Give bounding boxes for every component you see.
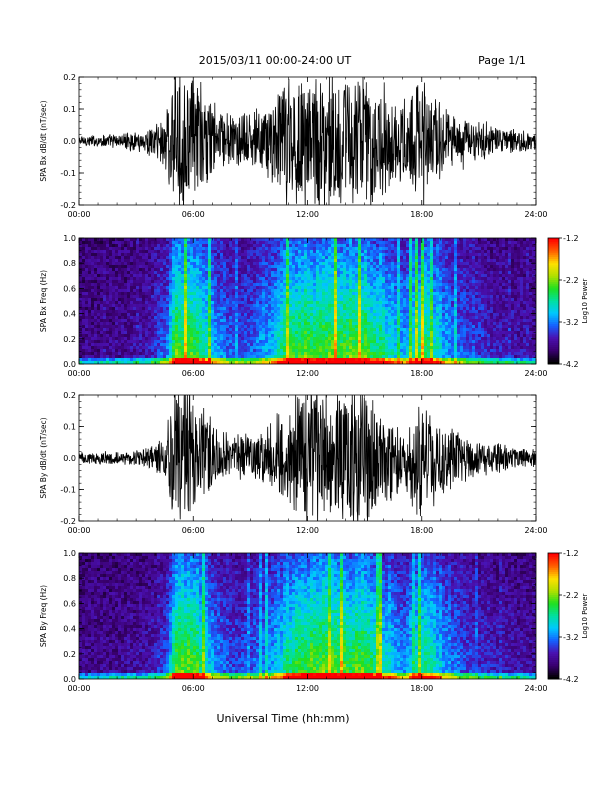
- y-tick-label: -0.1: [60, 486, 76, 495]
- x-tick-label: 18:00: [410, 684, 433, 693]
- y-axis-label: SPA Bx dB/dt (nT/sec): [39, 100, 48, 181]
- y-tick-label: 0.1: [63, 105, 76, 114]
- series-line: [79, 395, 536, 521]
- y-axis-label: SPA By Freq (Hz): [39, 585, 48, 647]
- panel-4: -1.2 -2.2 -3.2 -4.2 Log10 Power 1.0 0.8 0.6 0.4 0…: [39, 549, 589, 693]
- y-tick-label: 0.8: [63, 259, 76, 268]
- y-tick-label: -0.2: [60, 517, 76, 526]
- x-tick-label: 24:00: [524, 526, 547, 535]
- x-tick-label: 24:00: [524, 369, 547, 378]
- x-tick-label: 00:00: [67, 684, 90, 693]
- panel-1: 0.2 0.1 0.0 -0.1 -0.200:00 06:00 12:00 18:00 24:…: [39, 73, 548, 219]
- heatmap-cells: [79, 553, 536, 679]
- colorbar-tick-label: -2.2: [563, 591, 579, 600]
- colorbar-tick-label: -4.2: [563, 360, 579, 369]
- y-tick-label: 0.8: [63, 574, 76, 583]
- y-tick-label: 0.4: [63, 310, 76, 319]
- y-tick-label: 0.0: [63, 137, 76, 146]
- y-tick-label: 0.4: [63, 625, 76, 634]
- x-tick-label: 00:00: [67, 526, 90, 535]
- colorbar-tick-label: -3.2: [563, 633, 579, 642]
- y-tick-label: 0.2: [63, 73, 76, 82]
- x-tick-label: 12:00: [296, 210, 319, 219]
- colorbar-tick-label: -2.2: [563, 276, 579, 285]
- x-tick-label: 00:00: [67, 369, 90, 378]
- x-tick-label: 06:00: [182, 526, 205, 535]
- x-tick-label: 00:00: [67, 210, 90, 219]
- colorbar: -1.2 -2.2 -3.2 -4.2 Log10 Power: [547, 234, 589, 369]
- y-tick-label: 0.1: [63, 423, 76, 432]
- y-tick-label: 0.6: [63, 284, 76, 293]
- y-axis-label: SPA Bx Freq (Hz): [39, 270, 48, 332]
- colorbar-tick-label: -3.2: [563, 318, 579, 327]
- x-tick-label: 06:00: [182, 684, 205, 693]
- y-tick-label: 0.0: [63, 454, 76, 463]
- panel-2: -1.2 -2.2 -3.2 -4.2 Log10 Power 1.0 0.8 0.6 0.4 0…: [39, 234, 589, 378]
- colorbar: -1.2 -2.2 -3.2 -4.2 Log10 Power: [547, 549, 589, 684]
- figure-title: 2015/03/11 00:00-24:00 UT: [199, 54, 352, 67]
- x-tick-label: 24:00: [524, 684, 547, 693]
- y-tick-label: -0.1: [60, 169, 76, 178]
- colorbar-label: Log10 Power: [581, 278, 589, 323]
- x-tick-label: 06:00: [182, 369, 205, 378]
- colorbar-tick-label: -1.2: [563, 549, 579, 558]
- y-axis-label: SPA By dB/dt (nT/sec): [39, 417, 48, 498]
- heatmap-cells: [79, 238, 536, 364]
- x-axis-title: Universal Time (hh:mm): [217, 712, 350, 725]
- series-line: [79, 77, 536, 205]
- panel-3: 0.2 0.1 0.0 -0.1 -0.200:00 06:00 12:00 18:00 24:…: [39, 391, 548, 535]
- page-indicator: Page 1/1: [478, 54, 526, 67]
- x-tick-label: 12:00: [296, 684, 319, 693]
- x-tick-label: 18:00: [410, 210, 433, 219]
- y-tick-label: 1.0: [63, 234, 76, 243]
- y-tick-label: 0.2: [63, 335, 76, 344]
- x-tick-label: 06:00: [182, 210, 205, 219]
- y-tick-label: 1.0: [63, 549, 76, 558]
- x-tick-label: 24:00: [524, 210, 547, 219]
- x-tick-label: 18:00: [410, 526, 433, 535]
- y-tick-label: 0.2: [63, 650, 76, 659]
- y-tick-label: 0.2: [63, 391, 76, 400]
- colorbar-tick-label: -1.2: [563, 234, 579, 243]
- y-tick-label: 0.0: [63, 360, 76, 369]
- x-tick-label: 18:00: [410, 369, 433, 378]
- x-tick-label: 12:00: [296, 526, 319, 535]
- y-tick-label: 0.0: [63, 675, 76, 684]
- y-tick-label: -0.2: [60, 201, 76, 210]
- x-tick-label: 12:00: [296, 369, 319, 378]
- y-tick-label: 0.6: [63, 599, 76, 608]
- colorbar-label: Log10 Power: [581, 593, 589, 638]
- colorbar-tick-label: -4.2: [563, 675, 579, 684]
